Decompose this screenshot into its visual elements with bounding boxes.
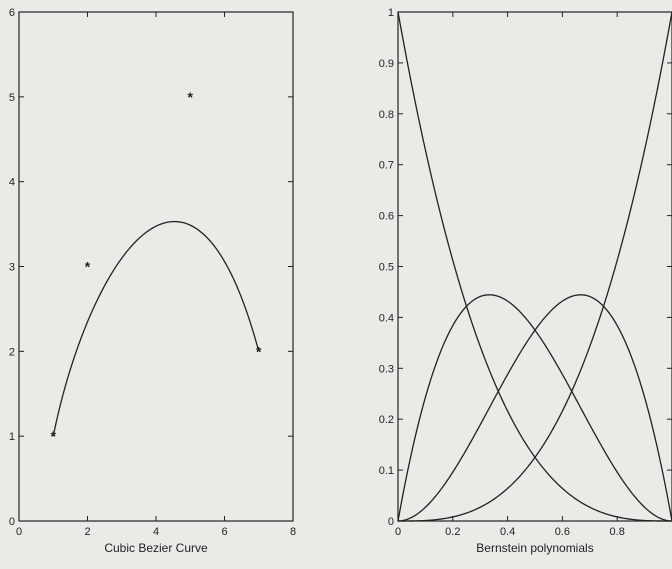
x-tick-label: 2 — [84, 526, 90, 538]
y-tick-label: 0.5 — [379, 262, 394, 274]
x-tick-label: 0.6 — [555, 526, 570, 538]
y-tick-label: 0 — [388, 516, 394, 528]
x-tick-label: 8 — [290, 526, 296, 538]
y-tick-label: 0.6 — [379, 211, 394, 223]
chart-2: 0 0.2 0.4 0.6 0.8 0 0.1 0.2 0.3 0.4 0.5 0.6 0.7 0.8 0.… — [379, 7, 672, 555]
y-tick-label: 6 — [9, 7, 15, 19]
y-tick-label: 0.7 — [379, 160, 394, 172]
y-tick-label: 0.9 — [379, 58, 394, 70]
y-tick-label: 5 — [9, 92, 15, 104]
x-tick-label: 0 — [16, 526, 22, 538]
y-tick-label: 0.3 — [379, 363, 394, 375]
x-tick-label: 0 — [395, 526, 401, 538]
plot-frame — [397, 11, 672, 522]
y-tick-label: 0.4 — [379, 312, 394, 324]
bernstein-b0-line — [397, 11, 672, 522]
x-tick-label: 0.8 — [610, 526, 625, 538]
x-axis-label: Bernstein polynomials — [476, 541, 593, 555]
y-tick-label: 1 — [388, 7, 394, 19]
y-tick-label: 0.2 — [379, 414, 394, 426]
y-tick-label: 2 — [9, 346, 15, 358]
x-tick-label: 0.4 — [500, 526, 515, 538]
control-point-marker: * — [85, 259, 91, 275]
x-tick-label: 4 — [153, 526, 159, 538]
y-tick-label: 3 — [9, 262, 15, 274]
plot-frame — [18, 11, 294, 522]
y-tick-label: 0.8 — [379, 109, 394, 121]
y-tick-label: 4 — [9, 177, 15, 189]
control-point-marker: * — [256, 343, 262, 359]
y-tick-label: 0 — [9, 516, 15, 528]
bernstein-b1-line — [397, 294, 672, 522]
chart-1: 0 2 4 6 8 0 1 2 3 4 5 6 Cubic Bezier Curve * * * * — [9, 7, 296, 555]
control-point-marker: * — [188, 89, 194, 105]
bernstein-b3-line — [398, 11, 672, 522]
x-tick-label: 0.2 — [445, 526, 460, 538]
bezier-curve-line — [52, 220, 260, 437]
y-tick-label: 1 — [9, 431, 15, 443]
y-tick-label: 0.1 — [379, 465, 394, 477]
x-tick-label: 6 — [221, 526, 227, 538]
x-axis-label: Cubic Bezier Curve — [104, 541, 208, 555]
bernstein-b2-line — [397, 294, 672, 522]
control-point-marker: * — [51, 428, 57, 444]
